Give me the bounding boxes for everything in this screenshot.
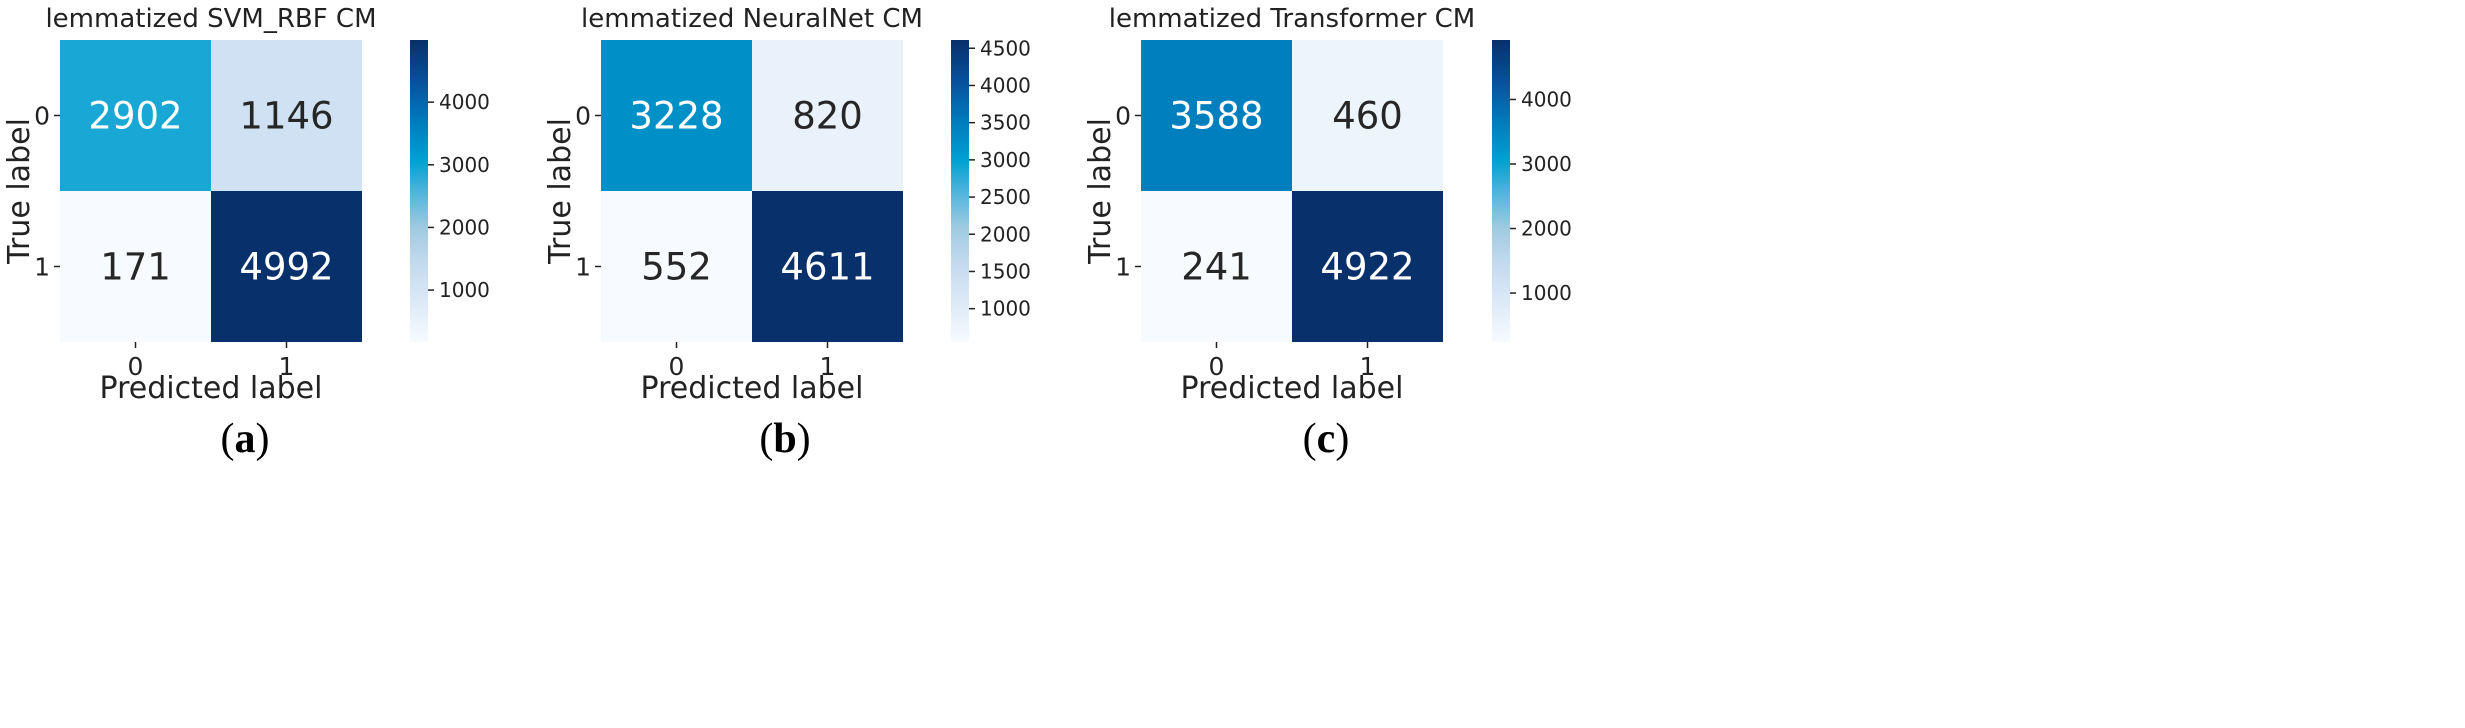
cell-value-r0-c1: 460 — [1332, 95, 1403, 138]
colorbar-tick-label: 1000 — [439, 278, 490, 302]
y-axis-label: True label — [543, 118, 578, 265]
panel-title: lemmatized Transformer CM — [1109, 4, 1476, 34]
heatmap-cell-r0-c0 — [60, 40, 211, 191]
confusion-matrix-panel-1: lemmatized SVM_RBF CM 2902 1146 171 4992 0 1 0 1… — [2, 4, 490, 462]
heatmap-cell-r0-c1 — [211, 40, 362, 191]
x-tick-label: 1 — [279, 352, 295, 381]
panel-sublabel: (a) — [221, 416, 270, 462]
y-axis-label: True label — [2, 118, 37, 265]
heatmap-cell-r1-c0 — [1141, 191, 1292, 342]
colorbar — [951, 40, 969, 342]
colorbar-tick-label: 1500 — [980, 259, 1031, 283]
heatmap-cell-r1-c0 — [601, 191, 752, 342]
heatmap-cell-r1-c1 — [1292, 191, 1443, 342]
heatmap-cell-r1-c1 — [211, 191, 362, 342]
heatmap-cell-r0-c1 — [1292, 40, 1443, 191]
heatmap-cell-r0-c0 — [1141, 40, 1292, 191]
cell-value-r1-c0: 552 — [641, 246, 712, 289]
heatmap-cell-r1-c0 — [60, 191, 211, 342]
y-tick-label: 0 — [1115, 102, 1131, 131]
x-axis-label: Predicted label — [641, 371, 864, 406]
cell-value-r0-c1: 820 — [792, 95, 863, 138]
colorbar-tick-label: 2000 — [980, 222, 1031, 246]
x-tick-label: 0 — [669, 352, 685, 381]
cell-value-r1-c0: 241 — [1181, 246, 1252, 289]
colorbar-tick-label: 1000 — [980, 297, 1031, 321]
heatmap-cell-r0-c1 — [752, 40, 903, 191]
y-tick-label: 0 — [34, 102, 50, 131]
colorbar-tick-label: 1000 — [1521, 281, 1572, 305]
colorbar-tick-label: 3500 — [980, 111, 1031, 135]
colorbar-tick-label: 2500 — [980, 185, 1031, 209]
cell-value-r1-c1: 4992 — [239, 246, 333, 289]
x-axis-label: Predicted label — [1181, 371, 1404, 406]
panel-sublabel-close: ) — [797, 416, 811, 462]
confusion-matrix-panel-3: lemmatized Transformer CM 3588 460 241 4922 0… — [1083, 4, 1572, 462]
x-tick-label: 1 — [820, 352, 836, 381]
cell-value-r1-c0: 171 — [100, 246, 171, 289]
colorbar-tick-label: 2000 — [1521, 217, 1572, 241]
cell-value-r0-c0: 2902 — [88, 95, 182, 138]
colorbar-tick-label: 3000 — [439, 153, 490, 177]
panel-sublabel: (b) — [759, 416, 810, 462]
heatmap-cell-r0-c0 — [601, 40, 752, 191]
colorbar — [1492, 40, 1510, 342]
panel-sublabel-close: ) — [1335, 416, 1349, 462]
y-tick-label: 1 — [1115, 253, 1131, 282]
panel-sublabel-letter: b — [773, 416, 796, 462]
y-tick-label: 0 — [575, 102, 591, 131]
colorbar — [410, 40, 428, 342]
panel-sublabel-open: ( — [759, 416, 773, 462]
heatmap-cell-r1-c1 — [752, 191, 903, 342]
panel-sublabel-open: ( — [1303, 416, 1317, 462]
x-axis-label: Predicted label — [100, 371, 323, 406]
y-tick-label: 1 — [34, 253, 50, 282]
cell-value-r0-c0: 3228 — [629, 95, 723, 138]
y-tick-label: 1 — [575, 253, 591, 282]
colorbar-tick-label: 2000 — [439, 215, 490, 239]
panel-sublabel: (c) — [1303, 416, 1350, 462]
panel-title: lemmatized NeuralNet CM — [581, 4, 923, 34]
colorbar-tick-label: 4500 — [980, 36, 1031, 60]
colorbar-tick-label: 3000 — [980, 148, 1031, 172]
panel-sublabel-open: ( — [221, 416, 235, 462]
x-tick-label: 1 — [1360, 352, 1376, 381]
cell-value-r0-c0: 3588 — [1169, 95, 1263, 138]
x-tick-label: 0 — [1209, 352, 1225, 381]
y-axis-label: True label — [1083, 118, 1118, 265]
cell-value-r0-c1: 1146 — [239, 95, 333, 138]
cell-value-r1-c1: 4922 — [1320, 246, 1414, 289]
x-tick-label: 0 — [128, 352, 144, 381]
cell-value-r1-c1: 4611 — [780, 246, 874, 289]
panel-sublabel-letter: a — [235, 416, 256, 462]
panel-title: lemmatized SVM_RBF CM — [45, 4, 376, 34]
colorbar-tick-label: 4000 — [1521, 87, 1572, 111]
panel-sublabel-close: ) — [256, 416, 270, 462]
colorbar-tick-label: 4000 — [439, 90, 490, 114]
colorbar-tick-label: 3000 — [1521, 152, 1572, 176]
panel-sublabel-letter: c — [1317, 416, 1336, 462]
colorbar-tick-label: 4000 — [980, 73, 1031, 97]
